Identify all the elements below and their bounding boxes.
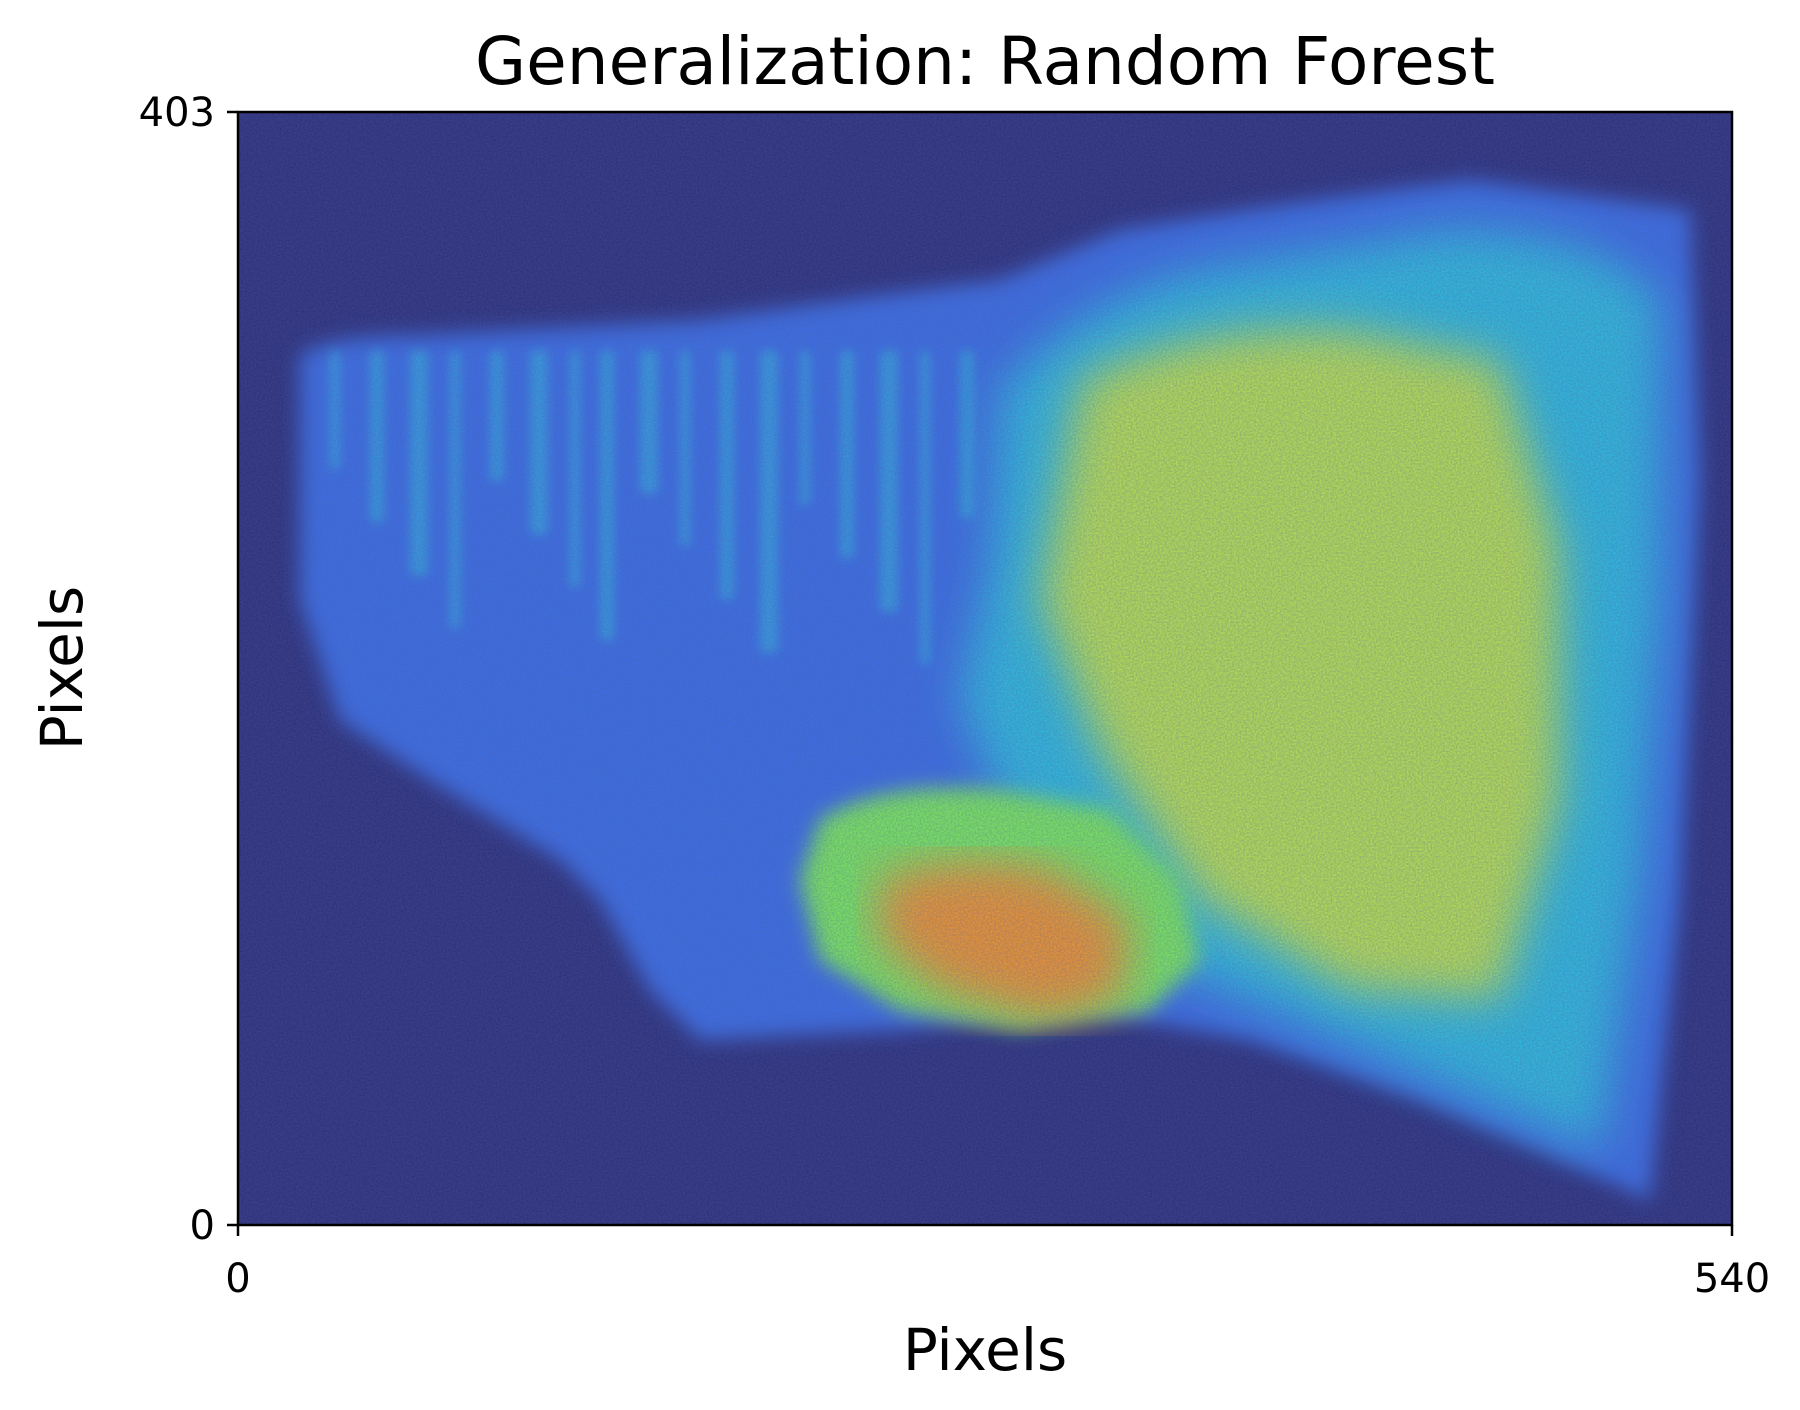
y-tick-label-max: 403 <box>139 90 215 136</box>
y-tick-label-min: 0 <box>190 1203 215 1249</box>
x-tick-label-max: 540 <box>1694 1256 1770 1302</box>
chart-title: Generalization: Random Forest <box>475 23 1495 100</box>
x-axis-label: Pixels <box>903 1316 1067 1384</box>
y-axis-label: Pixels <box>28 586 96 750</box>
plot-frame <box>236 110 1734 1227</box>
x-tick-label-min: 0 <box>225 1256 250 1302</box>
heatmap-image <box>238 112 1732 1225</box>
